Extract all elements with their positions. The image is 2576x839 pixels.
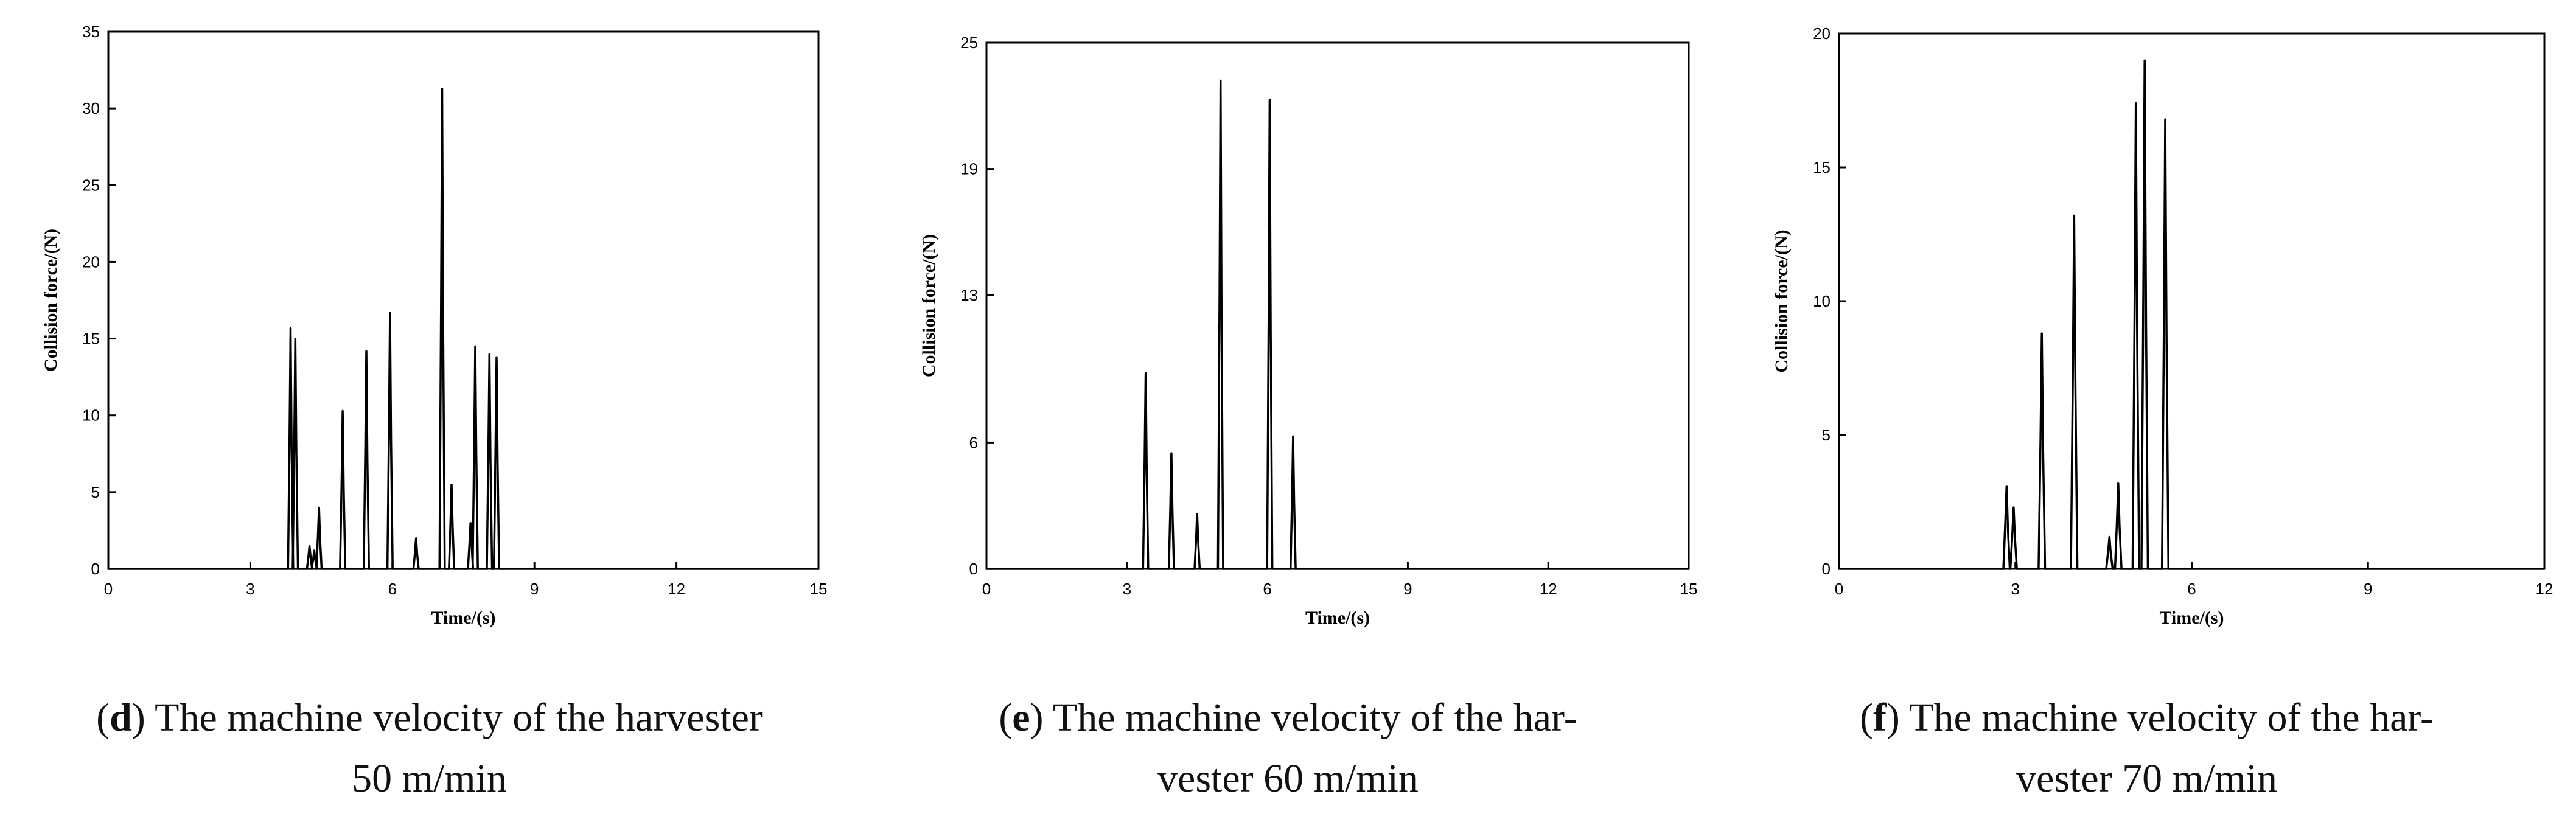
data-point — [1170, 452, 1173, 454]
data-point — [2143, 59, 2146, 61]
x-tick-label: 6 — [1263, 580, 1271, 598]
series-line — [986, 80, 1689, 570]
y-tick-label: 6 — [969, 433, 978, 451]
x-tick-label: 9 — [2364, 580, 2372, 598]
y-tick-label: 15 — [82, 330, 100, 348]
y-tick-label: 25 — [960, 33, 978, 52]
y-tick-label: 10 — [82, 406, 100, 425]
y-tick-label: 0 — [969, 560, 978, 578]
chart-e: 0 6 13 19 25 0 3 6 9 12 15 Time/(s) Collision force/… — [919, 33, 1698, 628]
plot-frame — [107, 30, 820, 570]
data-point — [1268, 98, 1271, 100]
y-tick-label: 0 — [91, 560, 100, 578]
data-point — [488, 353, 490, 355]
y-tick-label: 15 — [1813, 158, 1831, 176]
data-point — [318, 506, 320, 509]
data-point — [290, 327, 292, 329]
caption-line1: The machine velocity of the har- — [1909, 695, 2434, 740]
y-tick-label: 5 — [1822, 426, 1831, 444]
data-point — [365, 350, 368, 352]
x-tick-label: 0 — [982, 580, 991, 598]
x-tick-label: 15 — [810, 580, 828, 598]
caption-f: (f) The machine velocity of the har- ves… — [1859, 695, 2434, 801]
data-point — [495, 356, 498, 358]
data-point — [2012, 506, 2015, 509]
y-tick-label: 13 — [960, 286, 978, 304]
y-tick-label: 35 — [82, 23, 100, 41]
chart-d: 0 5 10 15 20 25 30 35 0 3 6 9 12 15 Time/(s) Collision … — [41, 23, 828, 628]
x-axis-title: Time/(s) — [431, 608, 495, 628]
x-tick-label: 3 — [246, 580, 254, 598]
data-point — [2108, 535, 2110, 538]
panel-f: 0 5 10 15 20 0 3 6 9 12 Time/(s) Collision force/(N… — [1717, 0, 2576, 839]
data-point — [1145, 372, 1147, 374]
caption-line1: The machine velocity of the harvester — [155, 695, 763, 740]
data-point — [389, 312, 391, 314]
x-axis-title: Time/(s) — [2159, 608, 2224, 628]
caption-line1: The machine velocity of the har- — [1052, 695, 1577, 740]
data-point — [309, 545, 311, 547]
y-tick-label: 20 — [1813, 24, 1831, 43]
caption-letter: d — [110, 695, 132, 740]
y-axis-title: Collision force/(N) — [1771, 229, 1792, 372]
data-point — [2005, 485, 2008, 487]
y-tick-label: 5 — [91, 483, 100, 501]
x-tick-label: 3 — [1123, 580, 1131, 598]
x-tick-label: 6 — [2187, 580, 2196, 598]
x-tick-label: 6 — [388, 580, 397, 598]
data-point — [294, 338, 296, 340]
y-tick-label: 30 — [82, 99, 100, 117]
data-point — [441, 87, 443, 89]
data-point — [2040, 332, 2043, 335]
data-point — [2135, 102, 2137, 104]
series-line — [1839, 60, 2544, 570]
plot-frame — [985, 41, 1690, 570]
data-point — [313, 549, 315, 552]
x-tick-label: 15 — [1680, 580, 1698, 598]
caption-letter: e — [1012, 695, 1030, 740]
data-point — [1196, 513, 1198, 515]
caption-line2: vester 60 m/min — [1157, 756, 1419, 801]
data-point — [2117, 482, 2120, 484]
data-point — [341, 409, 344, 412]
y-tick-label: 0 — [1822, 560, 1831, 578]
x-tick-label: 3 — [2011, 580, 2020, 598]
caption-line2: 50 m/min — [352, 756, 507, 801]
x-tick-label: 12 — [1540, 580, 1557, 598]
data-point — [415, 537, 417, 540]
y-axis-title: Collision force/(N) — [41, 229, 61, 372]
y-tick-label: 10 — [1813, 292, 1831, 310]
x-tick-label: 9 — [530, 580, 539, 598]
x-axis-title: Time/(s) — [1305, 608, 1370, 628]
panel-e: 0 6 13 19 25 0 3 6 9 12 15 Time/(s) Collision force/… — [859, 0, 1717, 839]
data-point — [1220, 79, 1222, 82]
y-tick-label: 25 — [82, 176, 100, 194]
caption-line2: vester 70 m/min — [2016, 756, 2277, 801]
caption-letter: f — [1873, 695, 1887, 740]
x-tick-label: 9 — [1403, 580, 1412, 598]
data-point — [469, 521, 472, 524]
y-tick-label: 19 — [960, 160, 978, 178]
x-tick-label: 0 — [1835, 580, 1843, 598]
chart-f: 0 5 10 15 20 0 3 6 9 12 Time/(s) Collision force/(N… — [1771, 24, 2553, 628]
panel-d: 0 5 10 15 20 25 30 35 0 3 6 9 12 15 Time/(s) Collision … — [0, 0, 859, 839]
data-point — [2073, 214, 2075, 217]
caption-d: (d) The machine velocity of the harveste… — [96, 695, 763, 801]
x-tick-label: 12 — [2536, 580, 2553, 598]
data-point — [1292, 435, 1294, 437]
data-point — [474, 345, 476, 347]
data-point — [450, 483, 453, 486]
y-tick-label: 20 — [82, 252, 100, 271]
y-axis-title: Collision force/(N) — [919, 234, 939, 377]
series-line — [108, 88, 819, 570]
plot-frame — [1838, 32, 2546, 570]
x-tick-label: 0 — [104, 580, 113, 598]
x-tick-label: 12 — [668, 580, 685, 598]
data-point — [2164, 118, 2166, 120]
caption-e: (e) The machine velocity of the har- ves… — [999, 695, 1577, 801]
